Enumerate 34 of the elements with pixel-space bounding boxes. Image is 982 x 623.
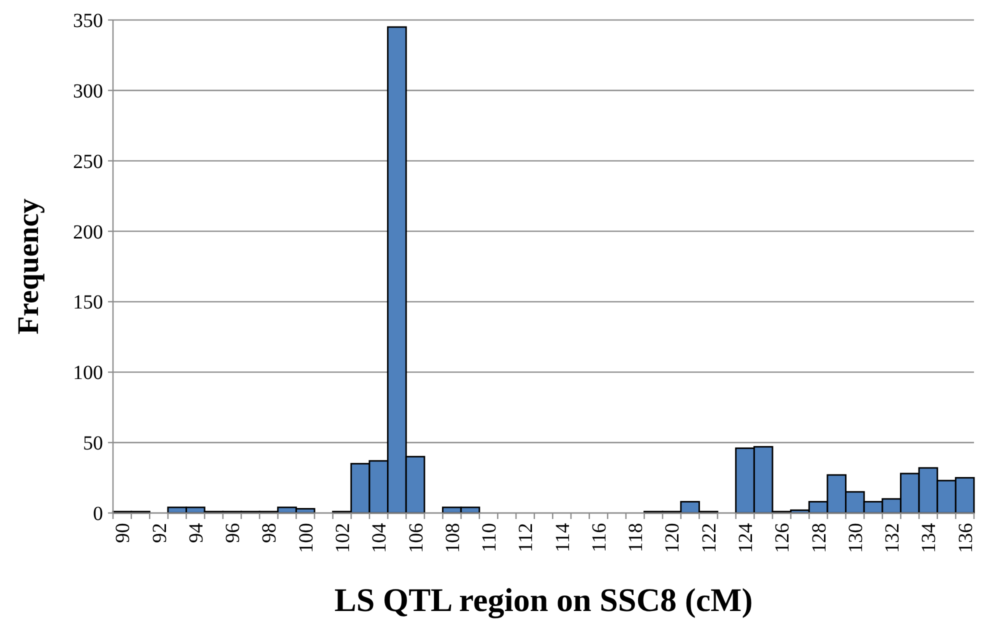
x-axis-title: LS QTL region on SSC8 (cM) (334, 583, 753, 619)
x-tick-label: 114 (552, 523, 574, 552)
x-tick-label: 112 (515, 523, 538, 552)
y-tick-label: 350 (73, 10, 103, 32)
x-tick-label: 128 (808, 523, 830, 553)
x-tick-label: 104 (368, 523, 391, 553)
y-tick-label: 50 (83, 432, 103, 455)
x-tick-label: 110 (478, 523, 501, 552)
x-tick-label: 116 (588, 523, 610, 552)
x-tick-label: 130 (844, 523, 867, 553)
y-tick-label: 0 (93, 503, 103, 525)
x-tick-label: 94 (185, 523, 208, 543)
x-tick-label: 98 (258, 523, 281, 543)
x-tick-label: 108 (442, 523, 464, 553)
x-tick-label: 96 (222, 523, 244, 543)
x-tick-label: 136 (954, 523, 977, 553)
x-tick-label: 122 (698, 523, 720, 553)
y-axis-title: Frequency (12, 198, 45, 335)
x-tick-label: 100 (295, 523, 318, 553)
y-tick-label: 300 (73, 80, 103, 102)
x-tick-label: 106 (405, 523, 428, 553)
x-tick-label: 102 (332, 523, 354, 553)
x-tick-label: 124 (735, 523, 758, 553)
x-tick-label: 126 (772, 523, 794, 553)
x-tick-label: 90 (112, 523, 134, 543)
y-tick-label: 250 (73, 150, 103, 173)
x-tick-label: 132 (882, 523, 904, 553)
x-tick-label: 92 (148, 523, 171, 543)
x-tick-label: 120 (662, 523, 684, 553)
x-tick-label: 118 (625, 523, 648, 552)
y-tick-label: 100 (73, 362, 103, 384)
y-tick-label: 200 (73, 221, 103, 244)
y-tick-label: 150 (73, 292, 103, 314)
x-tick-label: 134 (918, 523, 940, 553)
